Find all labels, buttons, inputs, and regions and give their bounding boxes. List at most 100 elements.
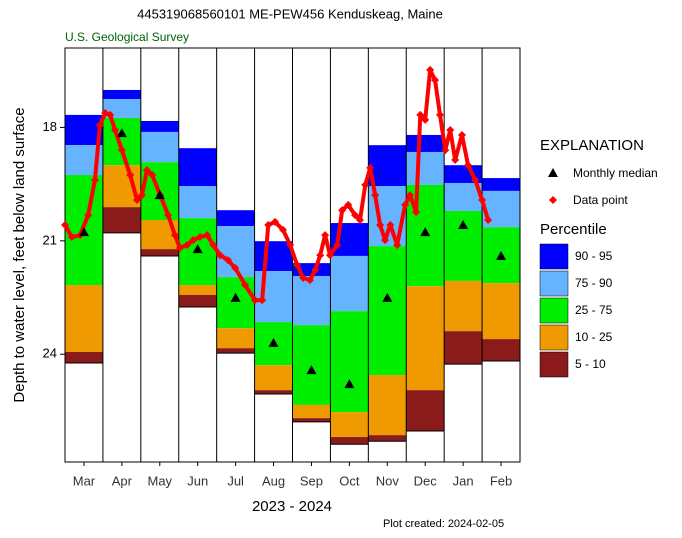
x-axis-label: 2023 - 2024 bbox=[252, 498, 332, 515]
median-marker bbox=[420, 227, 431, 237]
footnote: Plot created: 2024-02-05 bbox=[383, 518, 504, 530]
x-tick-label: Mar bbox=[73, 473, 96, 488]
percentile-band bbox=[330, 437, 369, 445]
data-point bbox=[271, 217, 280, 226]
legend-swatch bbox=[539, 351, 569, 378]
data-point bbox=[133, 195, 142, 204]
percentile-band bbox=[140, 249, 179, 256]
percentile-band bbox=[368, 145, 407, 186]
data-point bbox=[148, 171, 157, 180]
data-point bbox=[416, 110, 425, 119]
legend-swatch bbox=[539, 270, 569, 297]
percentile-band bbox=[330, 311, 369, 413]
percentile-band bbox=[292, 418, 331, 422]
data-point bbox=[406, 191, 415, 200]
data-point bbox=[195, 233, 204, 242]
data-point bbox=[351, 211, 360, 220]
percentile-band bbox=[444, 280, 483, 332]
percentile-band bbox=[102, 117, 141, 166]
data-point bbox=[106, 110, 115, 119]
percentile-band bbox=[368, 375, 407, 436]
data-point bbox=[305, 276, 314, 285]
data-point bbox=[117, 146, 126, 155]
plot-frame bbox=[64, 47, 521, 463]
percentile-band bbox=[216, 328, 255, 349]
median-marker bbox=[458, 219, 469, 229]
data-point bbox=[441, 146, 450, 155]
percentile-band bbox=[254, 390, 293, 394]
percentile-band bbox=[292, 404, 331, 419]
legend-label: 5 - 10 bbox=[575, 357, 606, 371]
percentile-band bbox=[482, 283, 520, 340]
data-point bbox=[366, 163, 375, 172]
data-point bbox=[471, 175, 480, 184]
percentile-band bbox=[102, 89, 141, 100]
median-marker bbox=[116, 128, 127, 138]
legend-swatch bbox=[539, 243, 569, 270]
percentile-band bbox=[254, 241, 293, 272]
legend-median-symbol bbox=[548, 168, 558, 177]
y-tick-label: 21 bbox=[43, 232, 57, 247]
data-point bbox=[311, 265, 320, 274]
data-point bbox=[203, 231, 212, 240]
percentile-band bbox=[368, 246, 407, 376]
chart-title: 445319068560101 ME-PEW456 Kenduskeag, Ma… bbox=[137, 6, 443, 21]
data-point bbox=[209, 240, 218, 249]
y-tick-label: 18 bbox=[43, 119, 57, 134]
data-point bbox=[175, 244, 184, 253]
median-marker bbox=[306, 365, 317, 375]
x-tick-label: Sep bbox=[300, 473, 323, 488]
x-tick-label: Oct bbox=[339, 473, 360, 488]
data-point bbox=[183, 240, 192, 249]
percentile-band bbox=[292, 325, 331, 405]
data-point bbox=[170, 231, 179, 240]
data-point bbox=[95, 121, 104, 130]
legend-label: Data point bbox=[573, 193, 628, 207]
percentile-band bbox=[330, 412, 369, 438]
percentile-band bbox=[140, 120, 179, 132]
data-point bbox=[333, 240, 342, 249]
data-point bbox=[111, 126, 120, 135]
data-point bbox=[484, 216, 493, 225]
percentile-band bbox=[65, 285, 103, 352]
percentile-band bbox=[216, 210, 255, 227]
data-point bbox=[426, 65, 435, 74]
percentile-band bbox=[216, 348, 255, 354]
percentile-title: Percentile bbox=[540, 221, 607, 238]
percentile-band bbox=[254, 365, 293, 391]
legend-label: 25 - 75 bbox=[575, 303, 613, 317]
data-point bbox=[264, 220, 273, 229]
data-point bbox=[371, 191, 380, 200]
median-marker bbox=[344, 379, 355, 389]
data-point bbox=[401, 200, 410, 209]
data-point bbox=[464, 161, 473, 170]
x-tick-label: Jul bbox=[227, 473, 244, 488]
median-marker bbox=[496, 250, 507, 260]
percentile-band bbox=[292, 275, 331, 326]
legend-label: 75 - 90 bbox=[575, 276, 613, 290]
x-tick-label: Dec bbox=[414, 473, 438, 488]
data-point bbox=[241, 281, 250, 290]
legend-label: 10 - 25 bbox=[575, 330, 613, 344]
data-point bbox=[61, 220, 69, 229]
x-tick-label: Nov bbox=[376, 473, 400, 488]
percentile-band bbox=[444, 331, 483, 365]
percentile-band bbox=[178, 285, 217, 295]
legend-label: 90 - 95 bbox=[575, 249, 613, 263]
data-point bbox=[189, 236, 198, 245]
data-point bbox=[435, 110, 444, 119]
data-point bbox=[446, 126, 455, 135]
median-marker bbox=[154, 190, 165, 200]
median-marker bbox=[192, 244, 203, 254]
data-point bbox=[67, 233, 76, 242]
median-marker bbox=[268, 337, 279, 347]
median-marker bbox=[382, 292, 393, 302]
data-point bbox=[421, 115, 430, 124]
data-point bbox=[478, 195, 487, 204]
data-point bbox=[84, 211, 93, 220]
x-tick-label: Jun bbox=[187, 473, 208, 488]
data-point bbox=[142, 166, 151, 175]
data-point bbox=[299, 273, 308, 282]
median-marker bbox=[78, 227, 89, 237]
